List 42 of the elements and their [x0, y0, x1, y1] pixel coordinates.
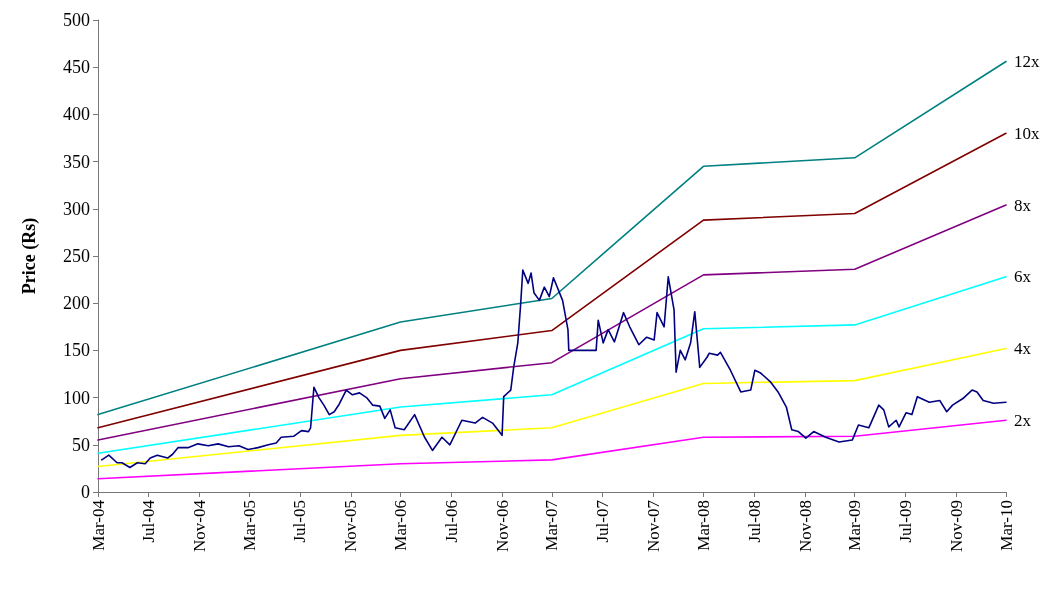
x-tick-label: Nov-07: [643, 499, 663, 552]
x-tick-label: Nov-06: [492, 500, 512, 552]
x-tick-label: Jul-04: [139, 499, 159, 543]
series-label: 2x: [1014, 410, 1032, 430]
x-tick-label: Mar-10: [996, 500, 1016, 551]
series-label: 4x: [1014, 339, 1032, 359]
y-tick-label: 50: [72, 434, 90, 455]
line-series: [97, 204, 1007, 441]
series-label: 10x: [1014, 123, 1040, 143]
x-tick-label: Nov-08: [795, 500, 815, 552]
x-tick-label: Mar-09: [845, 500, 865, 551]
y-tick-label: 300: [63, 198, 90, 219]
y-tick-label: 0: [81, 482, 90, 502]
y-axis-title: Price (Rs): [19, 217, 40, 295]
series-label: 12x: [1014, 52, 1040, 72]
x-tick-label: Mar-04: [88, 499, 108, 551]
x-tick-label: Nov-05: [341, 500, 361, 552]
y-tick-label: 500: [63, 10, 90, 30]
x-tick-label: Jul-07: [592, 499, 612, 543]
x-tick-label: Nov-09: [946, 500, 966, 552]
x-tick-label: Jul-08: [744, 500, 764, 543]
y-tick-label: 350: [63, 151, 90, 172]
y-tick-label: 450: [63, 57, 90, 78]
y-tick-label: 150: [63, 340, 90, 361]
line-series: [97, 60, 1007, 416]
x-tick-label: Nov-04: [190, 499, 210, 552]
series-label: 8x: [1014, 195, 1032, 215]
line-series: [97, 419, 1007, 480]
y-tick-label: 250: [63, 246, 90, 266]
x-tick-label: Mar-05: [239, 500, 259, 551]
y-tick-label: 100: [63, 387, 90, 408]
y-tick-label: 400: [63, 104, 90, 125]
x-tick-label: Mar-07: [542, 499, 562, 551]
x-tick-label: Mar-08: [693, 500, 713, 551]
x-tick-label: Mar-06: [391, 500, 411, 551]
series-label: 6x: [1014, 267, 1032, 287]
x-tick-label: Jul-06: [441, 500, 461, 543]
x-tick-label: Jul-05: [290, 500, 310, 543]
line-series: [97, 347, 1007, 468]
y-tick-label: 200: [63, 293, 90, 314]
x-tick-label: Jul-09: [895, 500, 915, 543]
line-series: [97, 132, 1007, 429]
